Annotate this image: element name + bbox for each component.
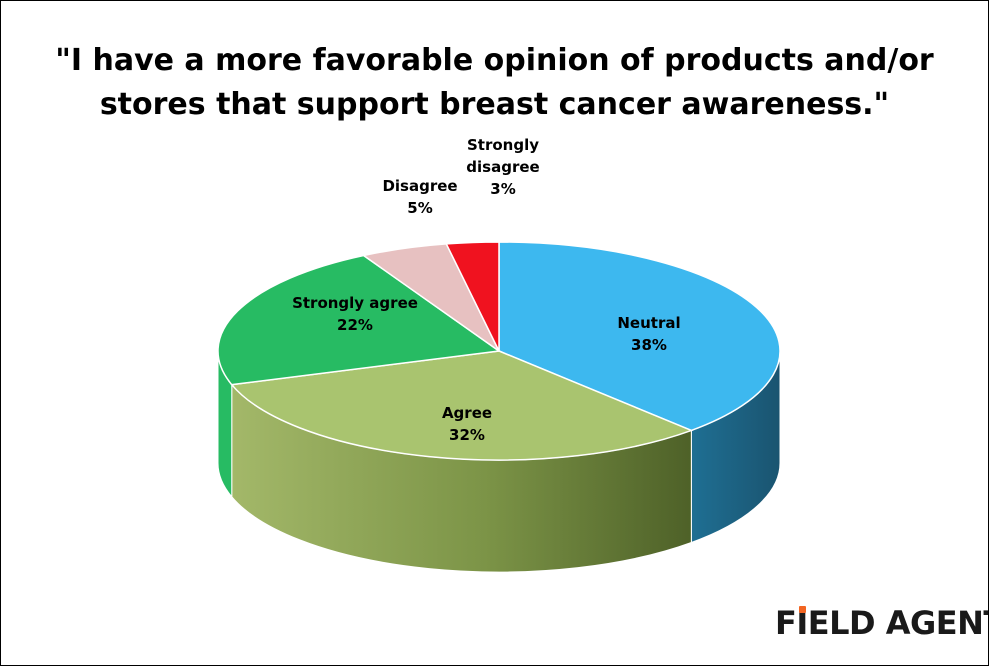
pie-slice-strongly-disagree	[445, 241, 500, 352]
chart-title-line-2: stores that support breast cancer awaren…	[99, 87, 890, 122]
logo-letter-i-text: I	[796, 604, 808, 642]
data-label-agree: Agree 32%	[442, 404, 492, 444]
pie-slice-strongly-agree	[217, 254, 502, 386]
pie-data-labels: Neutral 38% Agree 32% Strongly agree 22% Disag…	[292, 136, 681, 444]
logo-letter-f: F	[775, 604, 797, 642]
pie-side-walls	[217, 350, 781, 573]
logo-i-dot-icon	[798, 606, 806, 613]
pie-slice-neutral	[498, 241, 781, 432]
logo-text-rest: ELD AGENT	[807, 604, 989, 642]
pie-slice-agree	[230, 350, 694, 461]
data-label-neutral: Neutral 38%	[617, 314, 680, 354]
data-label-strongly-disagree: Strongly disagree 3%	[466, 136, 539, 198]
chart-title-line-1: "I have a more favorable opinion of prod…	[55, 43, 934, 78]
chart-title: "I have a more favorable opinion of prod…	[1, 39, 988, 127]
logo-letter-i: I	[796, 603, 808, 643]
pie-slices	[217, 241, 781, 461]
data-label-strongly-agree: Strongly agree 22%	[292, 294, 418, 334]
data-label-disagree: Disagree 5%	[382, 177, 457, 217]
